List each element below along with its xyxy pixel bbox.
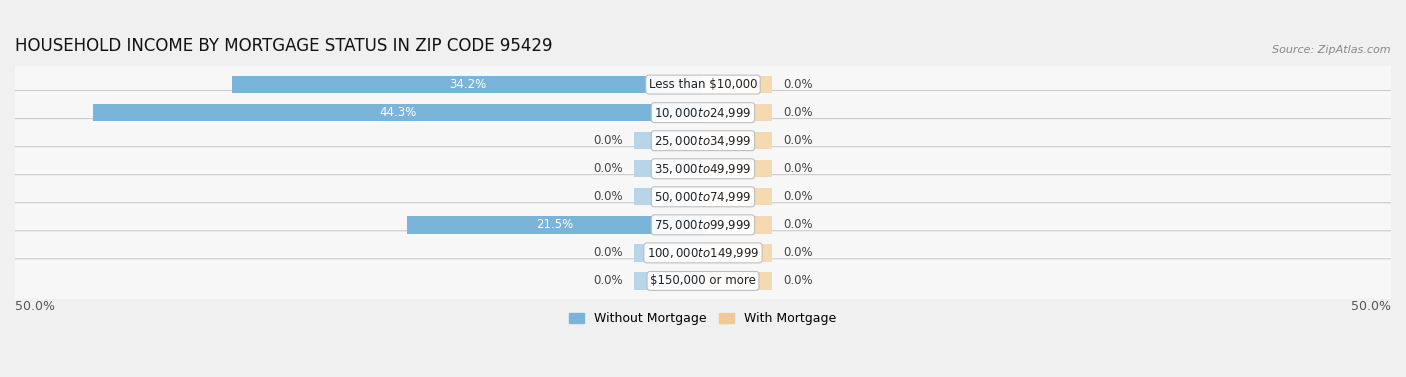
Bar: [408, 216, 703, 233]
Text: 44.3%: 44.3%: [380, 106, 416, 119]
Text: 0.0%: 0.0%: [783, 106, 813, 119]
Bar: [634, 244, 703, 262]
Text: Source: ZipAtlas.com: Source: ZipAtlas.com: [1272, 45, 1391, 55]
FancyBboxPatch shape: [11, 175, 1395, 219]
Bar: [634, 160, 703, 178]
FancyBboxPatch shape: [11, 259, 1395, 303]
Text: 0.0%: 0.0%: [593, 274, 623, 287]
Text: HOUSEHOLD INCOME BY MORTGAGE STATUS IN ZIP CODE 95429: HOUSEHOLD INCOME BY MORTGAGE STATUS IN Z…: [15, 37, 553, 55]
Bar: [634, 272, 703, 290]
Bar: [703, 132, 772, 149]
Text: Less than $10,000: Less than $10,000: [648, 78, 758, 91]
Text: 0.0%: 0.0%: [593, 134, 623, 147]
Text: 0.0%: 0.0%: [783, 134, 813, 147]
Text: 0.0%: 0.0%: [783, 247, 813, 259]
Text: $100,000 to $149,999: $100,000 to $149,999: [647, 246, 759, 260]
FancyBboxPatch shape: [11, 203, 1395, 247]
Text: $35,000 to $49,999: $35,000 to $49,999: [654, 162, 752, 176]
FancyBboxPatch shape: [11, 118, 1395, 163]
Text: 0.0%: 0.0%: [783, 190, 813, 203]
Bar: [634, 188, 703, 205]
Text: $10,000 to $24,999: $10,000 to $24,999: [654, 106, 752, 120]
Bar: [232, 76, 703, 93]
Text: $150,000 or more: $150,000 or more: [650, 274, 756, 287]
FancyBboxPatch shape: [11, 63, 1395, 107]
FancyBboxPatch shape: [11, 147, 1395, 191]
Text: 0.0%: 0.0%: [783, 218, 813, 231]
Text: 21.5%: 21.5%: [537, 218, 574, 231]
Bar: [703, 272, 772, 290]
Text: 34.2%: 34.2%: [449, 78, 486, 91]
Text: 0.0%: 0.0%: [783, 78, 813, 91]
Text: $25,000 to $34,999: $25,000 to $34,999: [654, 134, 752, 148]
Bar: [703, 76, 772, 93]
Text: 50.0%: 50.0%: [15, 300, 55, 313]
Bar: [703, 188, 772, 205]
FancyBboxPatch shape: [11, 90, 1395, 135]
Bar: [703, 104, 772, 121]
FancyBboxPatch shape: [11, 231, 1395, 275]
Text: 0.0%: 0.0%: [593, 247, 623, 259]
Bar: [634, 132, 703, 149]
Text: 0.0%: 0.0%: [593, 190, 623, 203]
Text: $50,000 to $74,999: $50,000 to $74,999: [654, 190, 752, 204]
Text: 0.0%: 0.0%: [593, 162, 623, 175]
Bar: [703, 216, 772, 233]
Text: $75,000 to $99,999: $75,000 to $99,999: [654, 218, 752, 232]
Bar: [93, 104, 703, 121]
Bar: [703, 244, 772, 262]
Legend: Without Mortgage, With Mortgage: Without Mortgage, With Mortgage: [564, 307, 842, 330]
Bar: [703, 160, 772, 178]
Text: 0.0%: 0.0%: [783, 162, 813, 175]
Text: 50.0%: 50.0%: [1351, 300, 1391, 313]
Text: 0.0%: 0.0%: [783, 274, 813, 287]
